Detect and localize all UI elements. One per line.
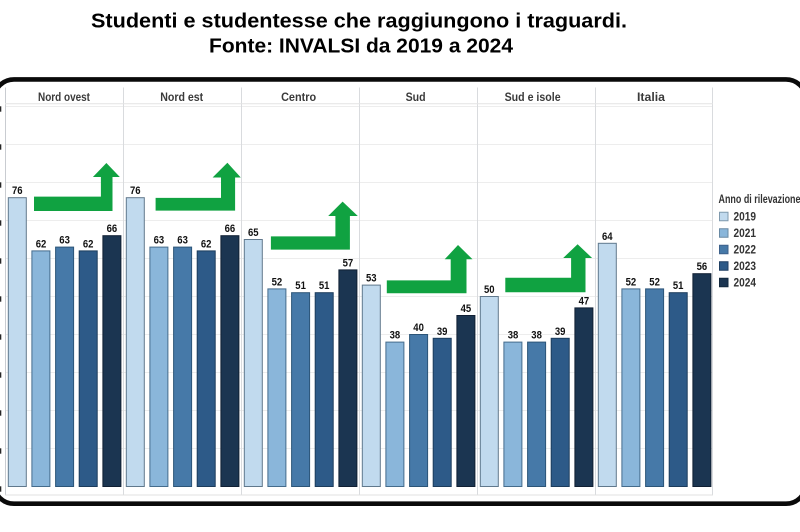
svg-text:2019: 2019 bbox=[734, 212, 757, 224]
svg-text:2023: 2023 bbox=[734, 261, 757, 273]
svg-text:2021: 2021 bbox=[734, 228, 757, 240]
svg-text:39: 39 bbox=[437, 326, 448, 338]
svg-text:Sud: Sud bbox=[406, 92, 426, 104]
svg-text:Nord est: Nord est bbox=[160, 92, 203, 104]
svg-text:40: 40 bbox=[413, 322, 424, 334]
svg-text:62: 62 bbox=[201, 238, 212, 250]
svg-text:2022: 2022 bbox=[734, 245, 757, 257]
svg-text:Anno di rilevazione: Anno di rilevazione bbox=[719, 194, 800, 206]
svg-text:Italia: Italia bbox=[637, 92, 666, 104]
svg-text:76: 76 bbox=[130, 185, 141, 197]
svg-text:52: 52 bbox=[649, 276, 660, 288]
svg-text:63: 63 bbox=[154, 235, 165, 247]
svg-text:38: 38 bbox=[508, 330, 519, 342]
svg-text:64: 64 bbox=[602, 231, 613, 243]
svg-text:51: 51 bbox=[295, 280, 306, 292]
svg-text:63: 63 bbox=[59, 235, 70, 247]
svg-text:76: 76 bbox=[12, 185, 23, 197]
svg-text:52: 52 bbox=[272, 276, 283, 288]
svg-text:51: 51 bbox=[673, 280, 684, 292]
svg-text:47: 47 bbox=[579, 295, 590, 307]
svg-text:2024: 2024 bbox=[734, 278, 757, 290]
svg-text:Sud e isole: Sud e isole bbox=[505, 92, 561, 104]
svg-text:Centro: Centro bbox=[281, 92, 316, 104]
svg-text:56: 56 bbox=[697, 261, 708, 273]
svg-text:50: 50 bbox=[484, 284, 495, 296]
svg-text:63: 63 bbox=[177, 235, 188, 247]
svg-text:62: 62 bbox=[83, 238, 94, 250]
svg-text:Fonte: INVALSI da 2019 a 2024: Fonte: INVALSI da 2019 a 2024 bbox=[209, 35, 514, 58]
svg-text:62: 62 bbox=[36, 238, 47, 250]
svg-text:38: 38 bbox=[390, 330, 401, 342]
svg-text:65: 65 bbox=[248, 227, 259, 239]
svg-text:45: 45 bbox=[461, 303, 472, 315]
svg-text:39: 39 bbox=[555, 326, 566, 338]
svg-text:Studenti e studentesse che rag: Studenti e studentesse che raggiungono i… bbox=[91, 10, 627, 33]
svg-text:38: 38 bbox=[531, 330, 542, 342]
svg-text:53: 53 bbox=[366, 273, 377, 285]
svg-text:51: 51 bbox=[319, 280, 330, 292]
svg-text:66: 66 bbox=[107, 223, 118, 235]
svg-text:66: 66 bbox=[225, 223, 236, 235]
svg-text:57: 57 bbox=[343, 257, 354, 269]
svg-text:52: 52 bbox=[626, 276, 637, 288]
svg-text:Nord ovest: Nord ovest bbox=[38, 92, 90, 104]
